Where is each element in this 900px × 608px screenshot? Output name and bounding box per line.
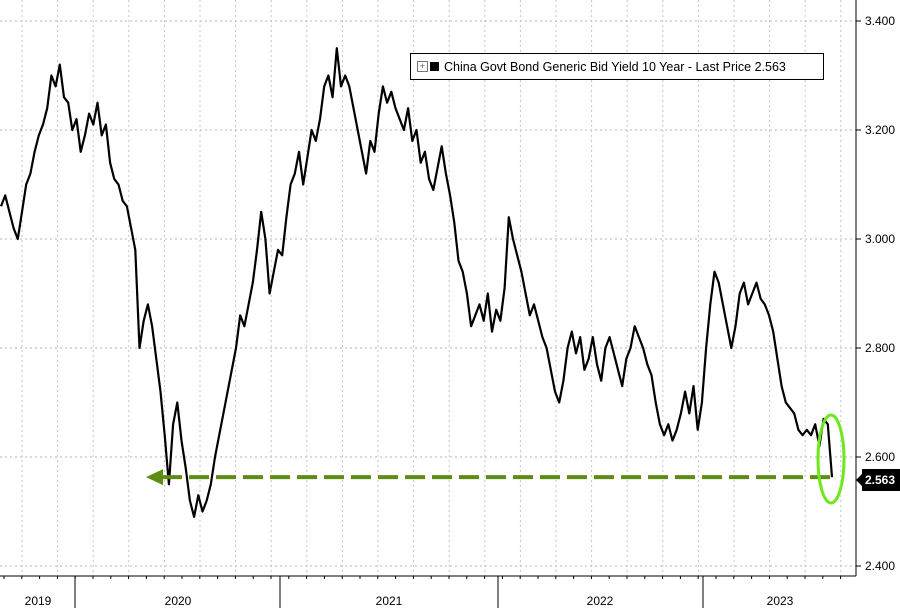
- y-tick-label: 2.800: [865, 341, 895, 355]
- highlight-ellipse: [816, 413, 846, 505]
- reference-arrow-head: [146, 469, 163, 486]
- legend-label: China Govt Bond Generic Bid Yield 10 Yea…: [444, 59, 786, 74]
- legend-swatch: [430, 62, 439, 71]
- chart-legend: + China Govt Bond Generic Bid Yield 10 Y…: [410, 53, 824, 80]
- x-tick-label: 2022: [587, 594, 614, 608]
- x-tick-label: 2019: [25, 594, 52, 608]
- series-layer: [0, 47, 834, 518]
- x-tick-label: 2023: [767, 594, 794, 608]
- y-tick-label: 3.400: [865, 14, 895, 28]
- y-tick-label: 3.200: [865, 123, 895, 137]
- x-tick-label: 2020: [165, 594, 192, 608]
- y-tick-label: 2.400: [865, 559, 895, 573]
- legend-expand-icon[interactable]: +: [417, 61, 428, 72]
- last-price-badge: 2.563: [856, 469, 900, 491]
- yield-line: [0, 47, 834, 518]
- last-price-value: 2.563: [865, 473, 896, 487]
- y-tick-label: 3.000: [865, 232, 895, 246]
- x-tick-label: 2021: [376, 594, 403, 608]
- y-tick-label: 2.600: [865, 450, 895, 464]
- grid-lines: [0, 0, 856, 576]
- annotations: [146, 413, 846, 505]
